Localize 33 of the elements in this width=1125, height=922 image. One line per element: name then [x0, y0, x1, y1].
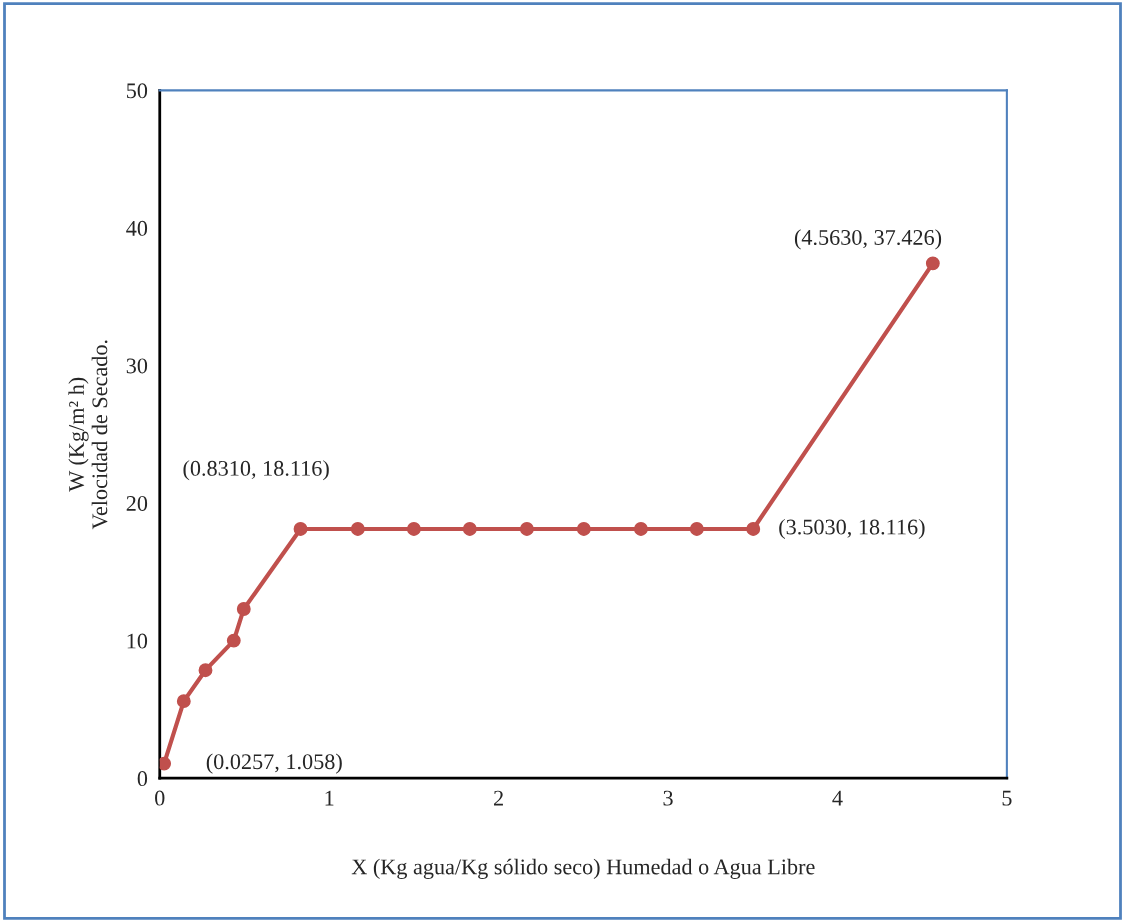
point: [159, 756, 172, 771]
point: [293, 522, 308, 536]
annotation: (4.5630, 37.426): [794, 229, 942, 250]
y-axis-title: W (Kg/m² h) Velocidad de Secado.: [68, 340, 108, 530]
point: [689, 522, 704, 536]
point: [746, 522, 761, 536]
x-tick-label: 3: [663, 790, 673, 806]
point: [350, 522, 365, 536]
point: [576, 522, 591, 536]
point: [176, 694, 191, 709]
y-tick-label: 0: [137, 771, 148, 787]
y-tick-label: 50: [127, 83, 148, 99]
y-tick-label: 40: [126, 220, 148, 236]
point: [226, 633, 241, 648]
x-tick-label: 5: [1002, 790, 1012, 806]
annotation: (0.8310, 18.116): [183, 460, 329, 481]
y-tick-label: 20: [126, 495, 148, 511]
x-tick-label: 0: [155, 790, 165, 806]
point: [633, 522, 648, 536]
x-tick-label: 2: [494, 790, 503, 806]
x-tick-label: 1: [325, 790, 334, 806]
point: [406, 522, 421, 536]
point: [236, 602, 251, 616]
x-axis-title: X (Kg agua/Kg sólido seco) Humedad o Agua Libre: [351, 858, 815, 879]
x-tick-label: 4: [832, 790, 843, 806]
point: [925, 256, 940, 271]
annotation: (0.0257, 1.058): [206, 753, 342, 774]
annotation: (3.5030, 18.116): [779, 518, 925, 540]
point: [462, 522, 477, 536]
y-tick-label: 30: [126, 358, 148, 374]
point: [519, 522, 534, 536]
y-tick-label: 10: [127, 633, 148, 649]
point: [198, 663, 213, 678]
